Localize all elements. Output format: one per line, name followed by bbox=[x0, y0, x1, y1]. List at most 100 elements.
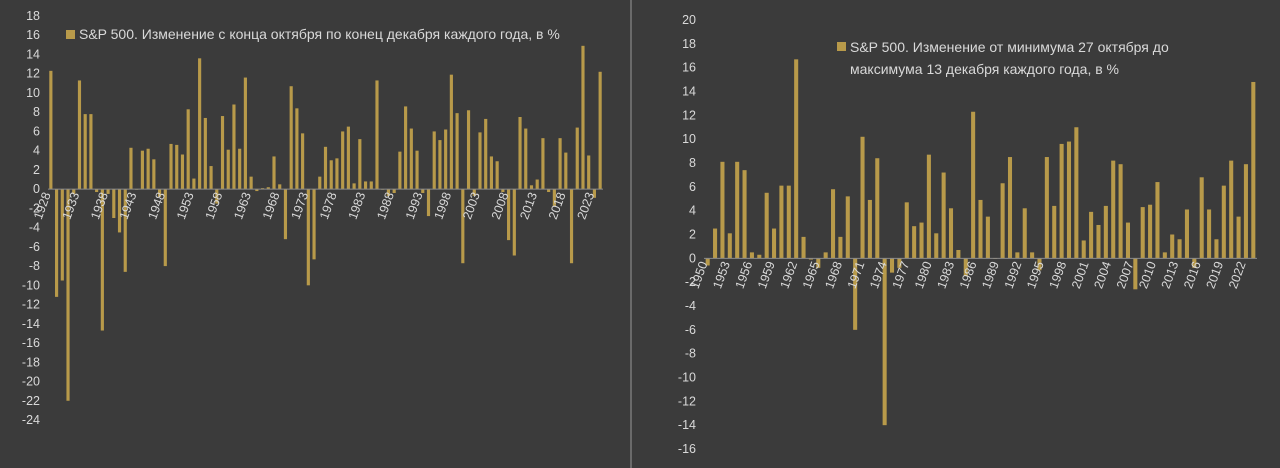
bar bbox=[948, 208, 954, 259]
bar bbox=[1125, 222, 1130, 259]
x-tick-label: 1968 bbox=[260, 190, 283, 221]
bar bbox=[495, 161, 499, 190]
y-tick-label: 12 bbox=[682, 108, 696, 122]
bar bbox=[1214, 239, 1219, 259]
y-tick-label: 8 bbox=[33, 105, 40, 119]
bars bbox=[705, 59, 1256, 426]
bar bbox=[363, 181, 368, 190]
bar bbox=[1037, 258, 1042, 271]
bar bbox=[735, 161, 740, 259]
bar bbox=[409, 128, 413, 190]
bar bbox=[438, 140, 442, 190]
bar bbox=[853, 258, 858, 330]
bar bbox=[232, 104, 236, 190]
bar bbox=[1111, 160, 1116, 259]
bar bbox=[358, 139, 362, 190]
bar bbox=[295, 108, 299, 190]
bar bbox=[243, 77, 247, 190]
x-tick-label: 2023 bbox=[575, 190, 598, 221]
x-tick-label: 2013 bbox=[1159, 260, 1182, 291]
x-tick-label: 1958 bbox=[203, 190, 226, 221]
bar bbox=[749, 252, 754, 259]
bar bbox=[875, 158, 880, 259]
y-tick-label: 4 bbox=[33, 144, 40, 158]
bar bbox=[786, 185, 791, 259]
bar bbox=[592, 189, 596, 198]
bar bbox=[581, 45, 585, 190]
bar bbox=[180, 154, 185, 190]
bar bbox=[1022, 208, 1027, 259]
bar bbox=[398, 151, 402, 190]
y-tick-label: 18 bbox=[682, 37, 696, 51]
y-tick-label: -6 bbox=[29, 240, 40, 254]
bar bbox=[100, 189, 104, 331]
x-tick-label: 1968 bbox=[822, 260, 845, 291]
bar bbox=[794, 59, 799, 259]
x-tick-label: 2016 bbox=[1181, 260, 1204, 291]
bar bbox=[1177, 239, 1182, 259]
bar bbox=[1074, 127, 1079, 259]
bar bbox=[564, 152, 568, 190]
bar bbox=[1044, 157, 1049, 259]
bar bbox=[1207, 209, 1212, 259]
bar bbox=[146, 148, 150, 190]
bar bbox=[1030, 252, 1035, 259]
y-tick-label: 0 bbox=[33, 182, 40, 196]
x-tick-label: 2013 bbox=[517, 190, 540, 221]
bar bbox=[971, 111, 976, 259]
bar bbox=[466, 110, 471, 190]
bar bbox=[140, 150, 144, 190]
y-tick-label: -8 bbox=[29, 259, 40, 273]
x-tick-label: 1992 bbox=[1002, 260, 1025, 291]
bar bbox=[1199, 177, 1204, 259]
bar bbox=[66, 189, 70, 401]
bar bbox=[912, 226, 917, 259]
x-tick-label: 1938 bbox=[88, 190, 111, 221]
bar bbox=[1236, 216, 1241, 259]
bar bbox=[472, 189, 476, 196]
bar bbox=[1081, 240, 1086, 259]
bar bbox=[489, 156, 493, 190]
bar bbox=[1192, 258, 1197, 268]
x-tick-label: 1971 bbox=[845, 260, 868, 291]
bar bbox=[558, 138, 562, 190]
bar bbox=[346, 126, 350, 190]
bar bbox=[255, 189, 259, 192]
bar bbox=[152, 159, 156, 190]
bar bbox=[941, 172, 946, 259]
bar bbox=[547, 189, 551, 193]
x-tick-label: 2022 bbox=[1226, 260, 1249, 291]
bar bbox=[501, 189, 505, 193]
x-tick-label: 1953 bbox=[710, 260, 733, 291]
y-tick-label: 20 bbox=[682, 13, 696, 27]
bar bbox=[889, 258, 895, 273]
bar bbox=[1229, 160, 1234, 259]
bar bbox=[335, 158, 339, 190]
bar bbox=[1162, 252, 1167, 259]
bar bbox=[963, 258, 968, 277]
bar bbox=[1148, 204, 1153, 259]
bar bbox=[444, 129, 448, 190]
bar bbox=[192, 178, 196, 190]
bar bbox=[301, 133, 305, 190]
y-axis: 18 16 14 12 10 8 6 4 2 0 -2 -4 -6 -8 -10 -12 -14 -16 -18 -2… bbox=[22, 9, 40, 427]
y-tick-label: 12 bbox=[26, 67, 40, 81]
y-tick-label: 2 bbox=[33, 163, 40, 177]
y-tick-label: 16 bbox=[682, 61, 696, 75]
bar bbox=[535, 179, 539, 190]
bars bbox=[49, 45, 602, 401]
bar bbox=[198, 58, 202, 190]
bar bbox=[209, 166, 213, 190]
bar bbox=[823, 252, 828, 259]
right-chart-panel: S&P 500. Изменение от минимума 27 октябр… bbox=[632, 0, 1280, 468]
bar bbox=[220, 116, 225, 190]
bar bbox=[60, 189, 64, 281]
bar bbox=[278, 184, 282, 190]
bar bbox=[598, 71, 602, 190]
bar bbox=[772, 228, 777, 259]
bar bbox=[404, 106, 408, 190]
bar bbox=[323, 146, 328, 190]
bar bbox=[1052, 205, 1057, 259]
bar bbox=[518, 117, 522, 190]
bar bbox=[1015, 252, 1020, 259]
